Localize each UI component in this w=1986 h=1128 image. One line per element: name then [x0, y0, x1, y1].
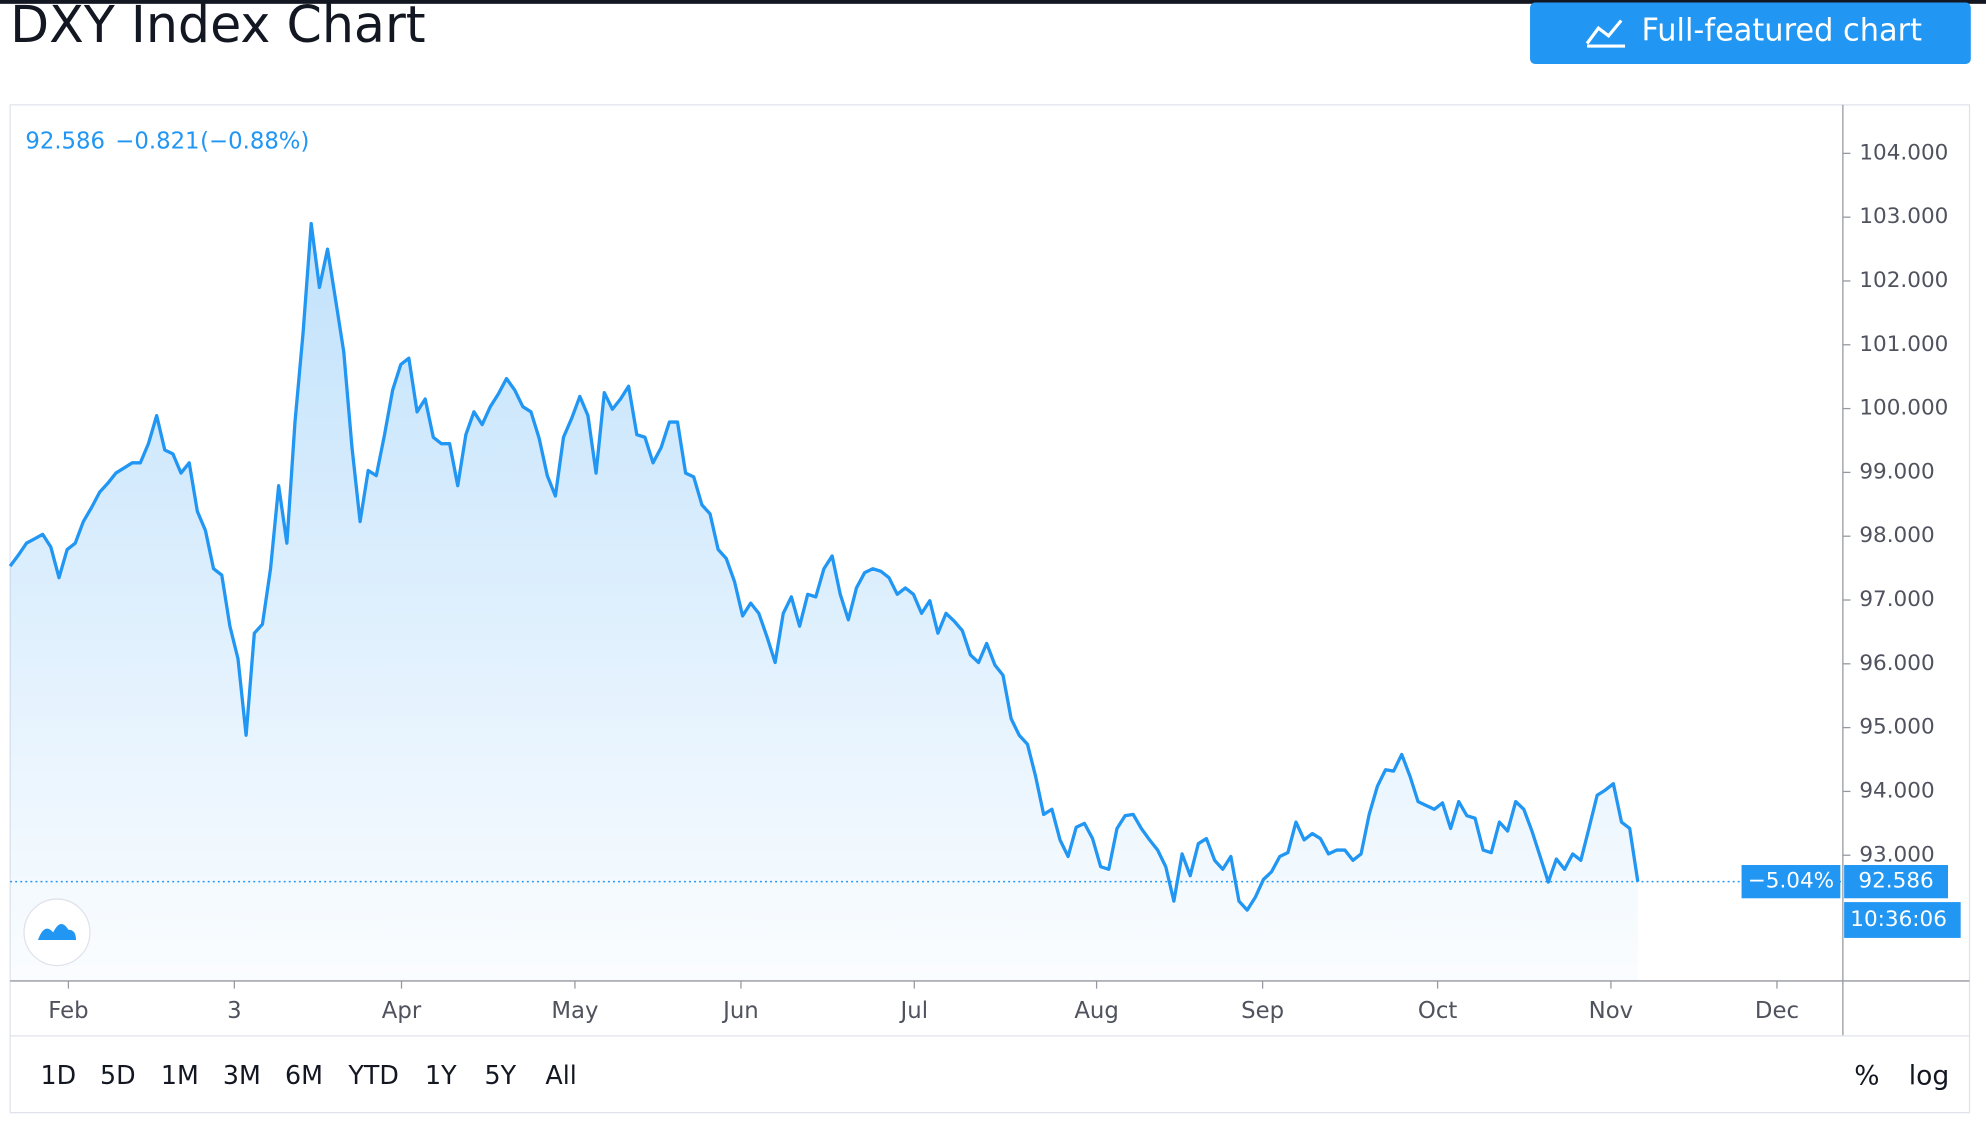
range-button[interactable]: All — [545, 1061, 576, 1091]
legend-change: −0.821 — [115, 128, 199, 154]
button-label[interactable]: Full-featured chart — [1641, 13, 1922, 48]
x-tick-label: Oct — [1418, 998, 1457, 1024]
y-tick-label: 101.000 — [1859, 332, 1948, 357]
logo — [23, 898, 91, 967]
legend-change-pct: (−0.88%) — [200, 128, 309, 154]
page-title: DXY Index Chart — [10, 0, 426, 55]
y-tick-label: 94.000 — [1859, 778, 1934, 803]
range-button[interactable]: 1M — [161, 1061, 199, 1091]
button-bg[interactable] — [1530, 2, 1971, 64]
x-tick-label: 3 — [227, 998, 242, 1024]
y-tick-label: 103.000 — [1859, 204, 1948, 229]
y-tick-label: 93.000 — [1859, 842, 1934, 867]
range-button[interactable]: 6M — [285, 1061, 323, 1091]
area-fill — [10, 223, 1638, 981]
price-tag: 92.586 — [1858, 869, 1933, 894]
toolbar: 1D 5D 1M 3M 6M YTD 1Y 5Y All — [40, 1061, 576, 1091]
range-button[interactable]: 5Y — [485, 1061, 517, 1091]
price-tag-bg — [1844, 865, 1949, 899]
y-tick-label: 98.000 — [1859, 523, 1934, 548]
range-button[interactable]: 3M — [223, 1061, 261, 1091]
full-chart-button[interactable]: Full-featured chart — [1530, 2, 1971, 64]
x-tick-label: Sep — [1241, 998, 1284, 1024]
logo-cloud — [37, 923, 76, 940]
countdown-tag: 10:36:06 — [1850, 907, 1947, 932]
x-tick-label: Apr — [382, 998, 422, 1024]
x-tick-label: Nov — [1589, 998, 1633, 1024]
button-icon[interactable] — [1585, 19, 1626, 48]
range-button[interactable]: 1Y — [425, 1061, 457, 1091]
y-tick-label: 102.000 — [1859, 268, 1948, 293]
x-tick-label: Aug — [1074, 998, 1118, 1024]
y-tick-label: 100.000 — [1859, 396, 1948, 421]
y-tick-label: 104.000 — [1859, 140, 1948, 165]
percent-toggle[interactable]: % — [1854, 1060, 1879, 1091]
x-tick-label: Dec — [1755, 998, 1799, 1024]
x-tick-label: Jun — [721, 998, 759, 1024]
plot — [8, 221, 1843, 981]
y-tick-label: 97.000 — [1859, 587, 1934, 612]
top-bar — [0, 0, 1986, 4]
log-toggle[interactable]: log — [1909, 1060, 1950, 1091]
percent-tag: −5.04% — [1748, 869, 1834, 894]
y-tick-label: 96.000 — [1859, 651, 1934, 676]
percent-tag-bg — [1741, 865, 1841, 899]
range-button[interactable]: 5D — [100, 1061, 136, 1091]
price-line — [8, 221, 1640, 912]
y-tick-label: 99.000 — [1859, 459, 1934, 484]
range-button[interactable]: YTD — [347, 1061, 398, 1091]
y-tick-label: 95.000 — [1859, 715, 1934, 740]
range-button[interactable]: 1D — [40, 1061, 76, 1091]
countdown-tag-bg — [1844, 902, 1961, 938]
x-tick-label: Feb — [48, 998, 88, 1024]
x-tick-label: Jul — [899, 998, 928, 1024]
legend-last: 92.586 — [25, 128, 105, 154]
x-tick-label: May — [551, 998, 598, 1024]
